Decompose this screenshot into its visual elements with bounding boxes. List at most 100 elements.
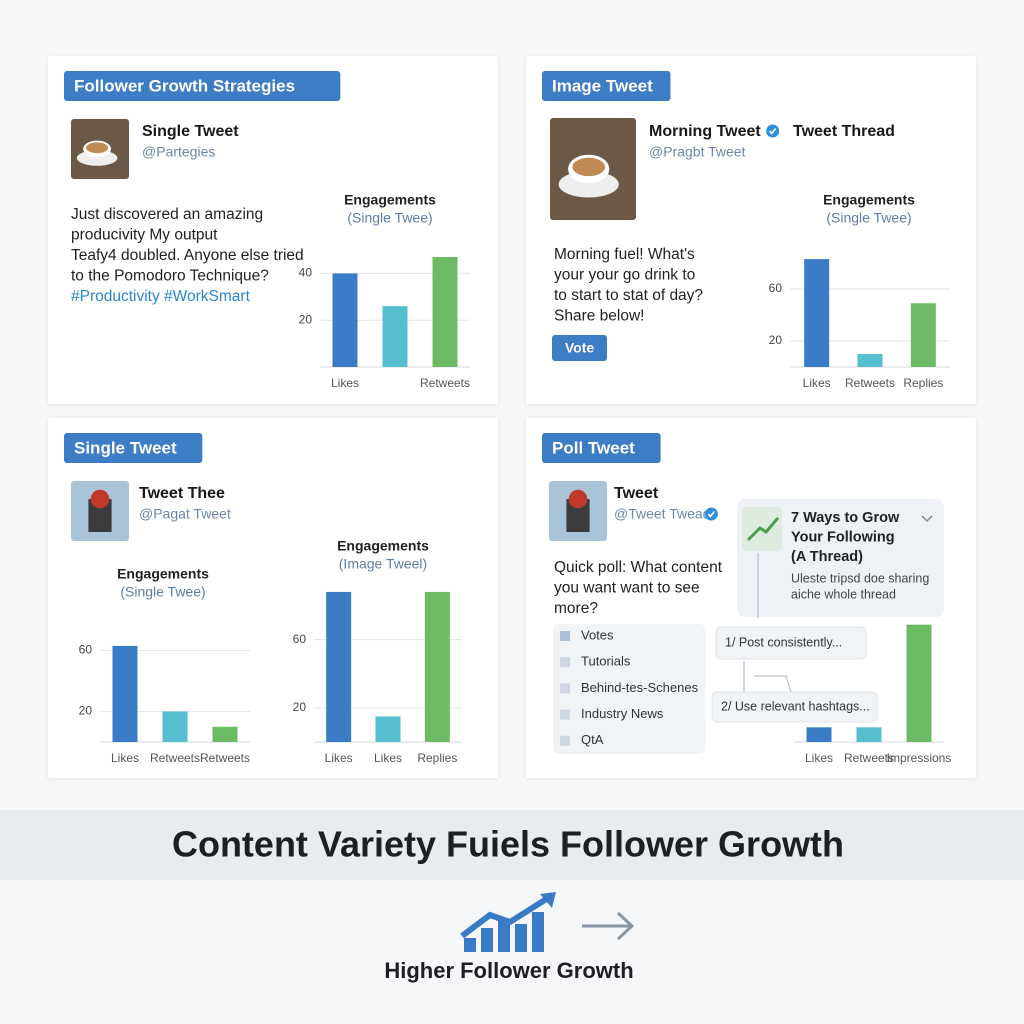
thread-note: Uleste tripsd doe sharing <box>791 571 929 585</box>
poll-option: Behind-tes-Schenes <box>581 680 699 695</box>
x-tick-label: Replies <box>417 751 457 765</box>
y-tick-label: 60 <box>293 632 307 646</box>
x-tick-label: Likes <box>803 376 831 390</box>
banner-title: Content Variety Fuiels Follower Growth <box>172 824 844 865</box>
panel-tag: Poll Tweet <box>552 438 635 457</box>
y-tick-label: 20 <box>299 312 313 326</box>
panel-card <box>48 56 498 404</box>
x-tick-label: Likes <box>111 751 139 765</box>
user-handle: @Pragbt Tweet <box>649 144 746 160</box>
x-tick-label: Retweets <box>845 376 895 390</box>
thread-title: 7 Ways to Grow <box>791 510 900 526</box>
chart-title: Engagements <box>344 192 436 208</box>
thread-label: Tweet Thread <box>793 123 895 140</box>
verified-check <box>707 511 715 518</box>
tweet-text: producivity My output <box>71 227 218 244</box>
bar <box>212 726 238 742</box>
growth-icon <box>460 892 556 952</box>
chart-subtitle: (Single Twee) <box>347 210 432 226</box>
avatar-head <box>90 489 110 509</box>
tweet-text: to the Pomodoro Technique? <box>71 268 269 285</box>
user-name: Morning Tweet <box>649 123 761 140</box>
tweet-text: Quick poll: What content <box>554 559 723 576</box>
y-tick-label: 20 <box>293 700 307 714</box>
panel: Image Tweet Morning Tweet @Pragbt Tweet Twe… <box>526 56 976 404</box>
panel: Follower Growth Strategies Single Tweet @P… <box>48 56 498 404</box>
x-tick-label: Likes <box>325 751 353 765</box>
poll-option: Tutorials <box>581 654 631 669</box>
tag-bg <box>542 433 661 463</box>
bar <box>332 273 358 367</box>
tweet-text: Share below! <box>554 308 644 325</box>
footer-label: Higher Follower Growth <box>384 958 633 983</box>
coffee <box>572 157 606 177</box>
coffee <box>86 142 109 154</box>
chart-subtitle: (Single Twee) <box>826 210 911 226</box>
banner-bg <box>0 810 1024 880</box>
poll-option: Votes <box>581 627 614 642</box>
bar <box>857 354 883 367</box>
arrow-icon <box>582 911 635 941</box>
poll-checkbox[interactable] <box>560 709 570 720</box>
user-name: Single Tweet <box>142 123 239 140</box>
y-tick-label: 60 <box>79 643 93 657</box>
bar <box>804 259 830 367</box>
bar <box>856 727 882 742</box>
poll-option: Industry News <box>581 706 664 721</box>
x-tick-label: Retweets <box>420 376 470 390</box>
thread-card <box>737 499 944 617</box>
tag-bg <box>64 71 341 101</box>
thread-icon <box>746 517 780 542</box>
panel: Single Tweet Tweet Thee @Pagat Tweet Engage… <box>48 418 498 778</box>
x-tick-label: Retweets <box>200 751 250 765</box>
x-tick-label: Likes <box>331 376 359 390</box>
tweet-text: more? <box>554 600 598 617</box>
user-name: Tweet <box>614 485 659 502</box>
y-tick-label: 40 <box>299 266 313 280</box>
bar <box>162 711 188 742</box>
chart-title: Engagements <box>823 192 915 208</box>
tag-bg <box>542 71 671 101</box>
x-tick-label: Likes <box>805 751 833 765</box>
poll-checkbox[interactable] <box>560 631 570 641</box>
poll-checkbox[interactable] <box>560 735 570 746</box>
avatar <box>550 118 636 220</box>
thread-note: aiche whole thread <box>791 587 896 601</box>
y-tick-label: 20 <box>769 333 783 347</box>
thread-title: (A Thread) <box>791 549 863 565</box>
tweet-text: Just discovered an amazing <box>71 206 263 223</box>
poll-checkbox[interactable] <box>560 657 570 668</box>
user-handle: @Pagat Tweet <box>139 506 231 522</box>
poll-box <box>553 624 705 754</box>
thread-item-bg <box>711 691 878 723</box>
thread-item-bg <box>715 626 867 660</box>
hashtags: #Productivity #WorkSmart <box>71 288 251 305</box>
panel-tag: Image Tweet <box>552 76 653 95</box>
x-tick-label: Retweets <box>150 751 200 765</box>
poll-option: QtA <box>581 732 604 747</box>
vote-button-label: Vote <box>565 340 595 356</box>
y-tick-label: 60 <box>769 281 783 295</box>
avatar <box>549 481 607 541</box>
x-tick-label: Retweets <box>844 751 894 765</box>
connector <box>754 675 792 693</box>
thread-item: 1/ Post consistently... <box>725 635 842 649</box>
verified-check <box>769 128 777 135</box>
panel-tag: Single Tweet <box>74 438 177 457</box>
tweet-text: Teafy4 doubled. Anyone else tried <box>71 247 304 264</box>
bar <box>910 303 936 367</box>
panel: Poll Tweet Tweet @Tweet Twead Quick poll: W… <box>526 418 976 778</box>
x-tick-label: Replies <box>903 376 943 390</box>
bar <box>382 306 408 367</box>
avatar-figure <box>88 499 112 532</box>
thread-title: Your Following <box>791 529 895 545</box>
poll-checkbox[interactable] <box>560 683 570 694</box>
user-handle: @Tweet Twead <box>614 506 710 522</box>
user-name: Tweet Thee <box>139 485 225 502</box>
tweet-text: Morning fuel! What's <box>554 246 695 263</box>
tag-bg <box>64 433 203 463</box>
chart-subtitle: (Single Twee) <box>120 584 205 600</box>
tweet-text: to start to stat of day? <box>554 287 703 304</box>
vote-button[interactable] <box>552 335 607 361</box>
